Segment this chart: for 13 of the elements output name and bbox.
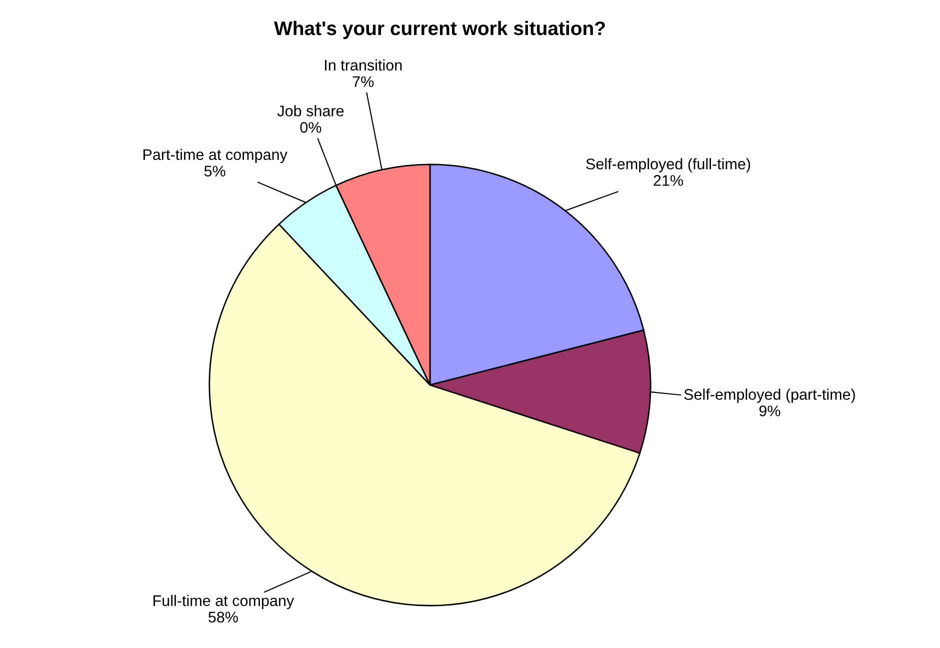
data-label: 58% [208, 612, 238, 623]
text: 0% [300, 122, 322, 133]
slice-label: Full-time at company [154, 594, 294, 610]
chart-title: What's your current work situation? [274, 20, 605, 40]
data-label: 7% [352, 76, 374, 88]
category-label: Job share [277, 105, 344, 116]
data-label: 9% [759, 406, 780, 416]
slice-label: Self-employed (full-time) [586, 158, 750, 172]
slice-label: Self-employed (part-time) [684, 388, 855, 403]
data-label: 5% [204, 166, 226, 176]
slice-label: Part-time at company [143, 148, 288, 164]
slice-label: In transition [325, 59, 402, 71]
data-label: 21% [654, 175, 683, 186]
